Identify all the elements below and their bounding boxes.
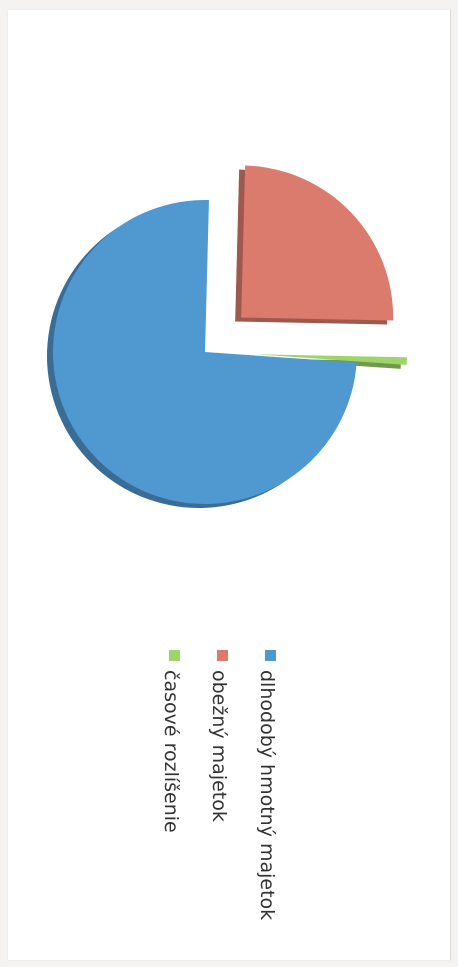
pie-slice-casove-rozlisenie [254, 354, 407, 365]
legend-item-dlhodoby-hmotny-majetok: dlhodobý hmotný majetok [256, 650, 278, 920]
legend-label-casove-rozlisenie: časové rozlíšenie [160, 670, 182, 833]
legend-label-obezny-majetok: obežný majetok [208, 670, 230, 822]
legend-item-obezny-majetok: obežný majetok [208, 650, 230, 822]
legend-item-casove-rozlisenie: časové rozlíšenie [160, 650, 182, 833]
legend-swatch-obezny-majetok [217, 650, 228, 661]
pie-slice-dlhodoby-hmotny-majetok [53, 199, 357, 504]
legend-label-dlhodoby-hmotny-majetok: dlhodobý hmotný majetok [256, 670, 278, 920]
chart-legend: dlhodobý hmotný majetok obežný majetok č… [160, 650, 278, 920]
legend-swatch-dlhodoby-hmotny-majetok [265, 650, 276, 661]
pie-slice-obezny-majetok [241, 165, 394, 321]
legend-swatch-casove-rozlisenie [169, 650, 180, 661]
pie-slices [47, 165, 407, 508]
